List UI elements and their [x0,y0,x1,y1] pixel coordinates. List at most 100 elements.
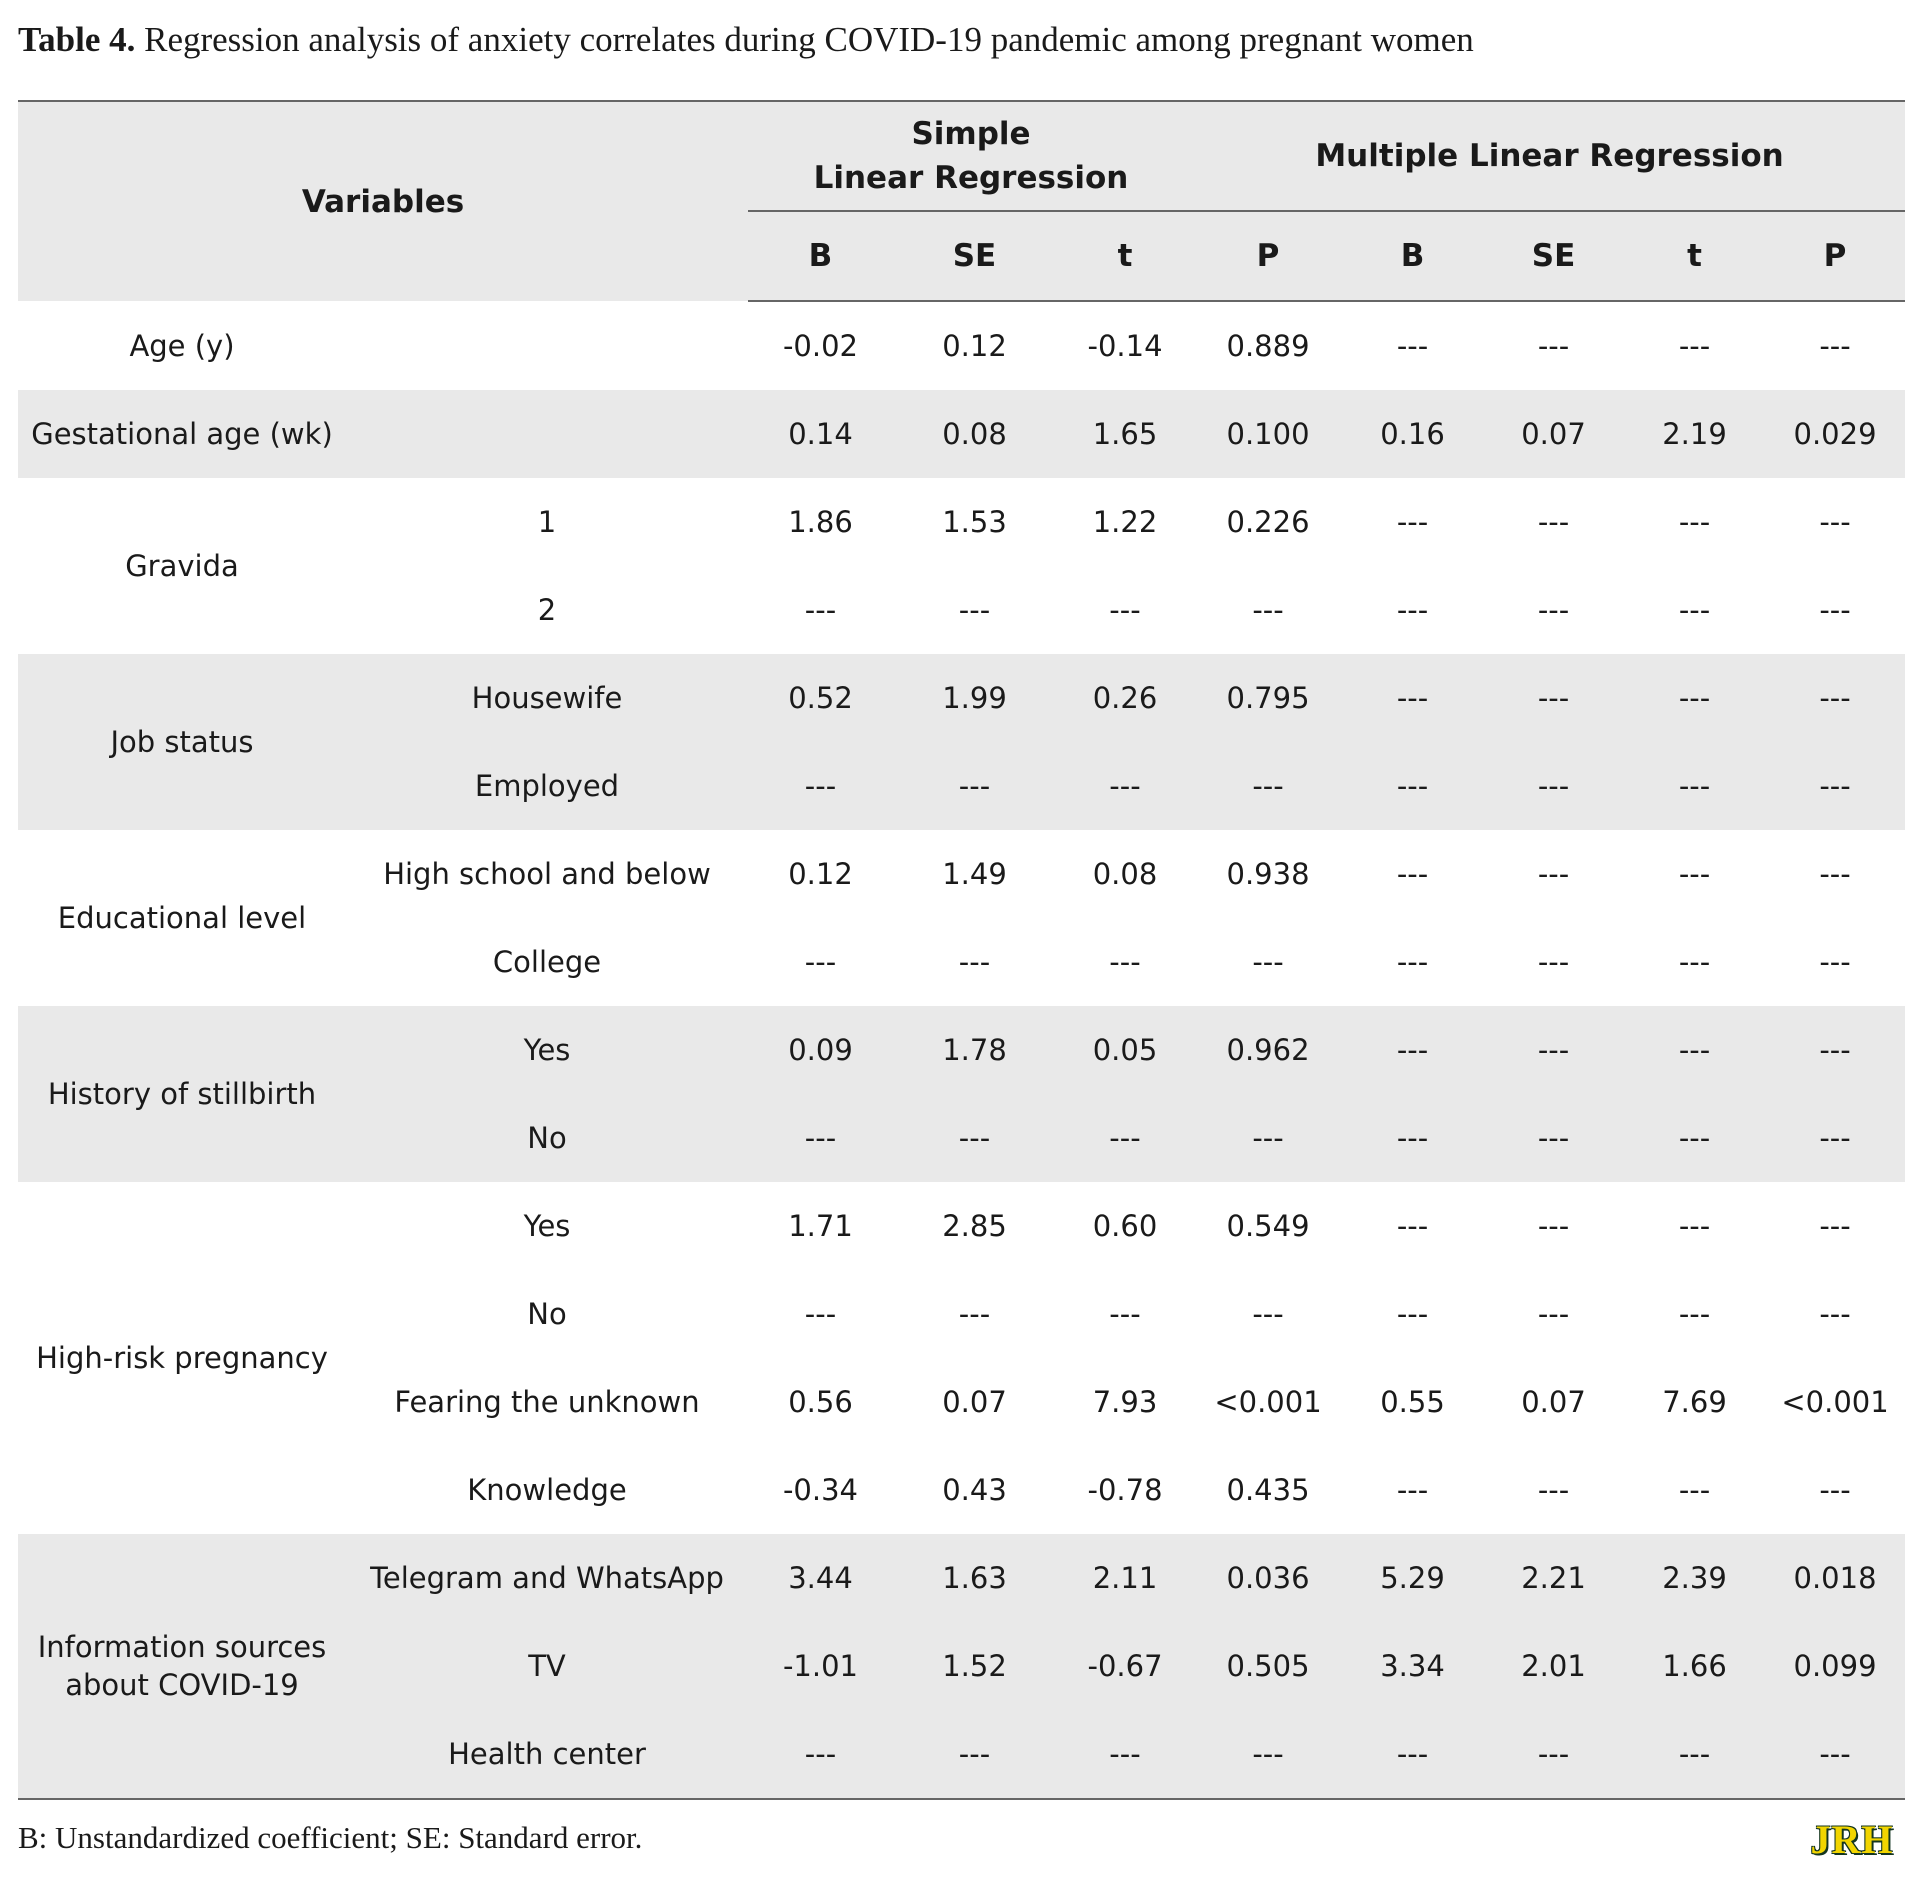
table-row: College --- --- --- --- --- --- --- --- [18,918,1905,1006]
table-cell: --- [1396,593,1429,627]
table-row: Job status Housewife 0.52 1.99 0.26 0.79… [18,654,1906,830]
subcategory-label: No [527,1297,567,1331]
table-cell: 1.66 [1624,1622,1766,1710]
subcategory-label: Employed [346,742,748,830]
table-cell: 0.08 [893,390,1056,478]
table-row: Information sources about COVID-19 Teleg… [18,1534,1906,1799]
table-cell: 1.71 [788,1209,853,1243]
table-cell: -0.78 [1087,1473,1163,1507]
table-cell: --- [1678,1473,1711,1507]
table-cell: --- [1396,329,1429,363]
table-cell: 2.39 [1624,1534,1766,1622]
table-cell: 1.22 [1092,505,1158,539]
table-cell: --- [1537,1297,1570,1331]
subcategory-label: Yes [523,1209,571,1243]
table-row: Educational level High school and below … [18,830,1905,935]
subcategory-label: Fearing the unknown [394,1385,700,1419]
table-row: No --- --- --- --- --- --- --- --- [18,1094,1906,1182]
table-cell: --- [1678,1297,1711,1331]
table-footnote: B: Unstandardized coefficient; SE: Stand… [18,1820,643,1855]
table-cell: --- [1252,945,1284,979]
table-cell: 0.52 [748,654,893,742]
table-cell: --- [958,1297,991,1331]
table-cell: --- [1624,1710,1766,1799]
table-cell: 3.34 [1342,1622,1484,1710]
table-cell: 0.09 [748,1006,893,1094]
variable-label: Job status [18,654,346,830]
table-cell: 0.549 [1226,1209,1310,1243]
table-cell: --- [893,1094,1056,1182]
table-cell: 0.14 [748,390,893,478]
header-col-se: SE [1483,211,1625,302]
table-cell: 5.29 [1342,1534,1484,1622]
table-cell: 0.05 [1056,1006,1195,1094]
table-cell: --- [1396,1473,1429,1507]
table-cell: 0.12 [788,857,853,891]
table-cell: 0.26 [1056,654,1195,742]
table-cell: --- [1109,945,1141,979]
table-cell: --- [1678,945,1711,979]
header-col-p: P [1765,211,1906,302]
table-cell: --- [1056,742,1195,830]
table-row: Gravida 1 1.86 1.53 1.22 0.226 --- --- -… [18,478,1905,583]
table-cell: 0.12 [942,329,1007,363]
table-cell: 0.226 [1226,505,1310,539]
table-cell: --- [1483,1710,1625,1799]
table-cell: --- [1678,505,1711,539]
table-cell: --- [958,945,991,979]
table-cell: 0.100 [1194,390,1343,478]
table-row: 2 --- --- --- --- --- --- --- --- [18,566,1905,654]
table-row: History of stillbirth Yes 0.09 1.78 0.05… [18,1006,1906,1182]
table-cell: --- [1194,742,1343,830]
table-cell: 0.07 [942,1385,1007,1419]
table-caption-text: Regression analysis of anxiety correlate… [135,20,1474,59]
table-cell: 0.099 [1765,1622,1906,1710]
table-cell: --- [1056,1710,1195,1799]
variable-label: Information sources about COVID-19 [18,1534,346,1799]
table-cell: 2.01 [1483,1622,1625,1710]
subcategory-label: College [492,945,602,979]
subcategory-label [346,301,748,390]
table-cell: 3.44 [748,1534,893,1622]
table-cell: --- [1537,1209,1570,1243]
table-cell: --- [804,1297,837,1331]
subcategory-label: Health center [346,1710,748,1799]
table-cell: 1.86 [788,505,853,539]
header-multiple-linear-regression: Multiple Linear Regression [1194,101,1906,212]
table-cell: --- [1342,742,1484,830]
header-simple-linear-regression: Simple Linear Regression [748,101,1195,212]
table-cell: --- [1056,1094,1195,1182]
table-cell: --- [1483,654,1625,742]
table-cell: 0.55 [1380,1385,1445,1419]
table-cell: 0.018 [1765,1534,1906,1622]
table-cell: 2.85 [942,1209,1007,1243]
table-cell: -0.34 [782,1473,859,1507]
table-cell: 0.036 [1194,1534,1343,1622]
subcategory-label: TV [346,1622,748,1710]
variable-label: High-risk pregnancy [36,1341,328,1375]
table-cell: -1.01 [748,1622,893,1710]
table-row: Age (y) -0.02 0.12 -0.14 0.889 --- --- -… [18,301,1905,390]
table-cell: <0.001 [1781,1385,1889,1419]
table-cell: --- [1396,1297,1429,1331]
table-cell: 1.52 [893,1622,1056,1710]
table-cell: 0.08 [1092,857,1158,891]
table-cell: 0.435 [1226,1473,1310,1507]
header-col-t: t [1056,211,1195,302]
table-cell: --- [1765,654,1906,742]
table-row: Employed --- --- --- --- --- --- --- --- [18,742,1906,830]
table-cell: --- [748,1710,893,1799]
table-cell: 0.889 [1226,329,1310,363]
table-cell: --- [1819,857,1851,891]
table-cell: --- [1537,945,1570,979]
table-cell: 1.63 [893,1534,1056,1622]
table-cell: --- [1624,1094,1766,1182]
table-cell: 0.60 [1092,1209,1158,1243]
table-cell: --- [1537,329,1570,363]
table-cell: --- [1624,1006,1766,1094]
table-cell: --- [1819,593,1851,627]
header-col-b: B [748,211,893,302]
table-cell: --- [1396,1209,1429,1243]
table-cell: 0.07 [1483,390,1625,478]
table-cell: --- [1537,593,1570,627]
